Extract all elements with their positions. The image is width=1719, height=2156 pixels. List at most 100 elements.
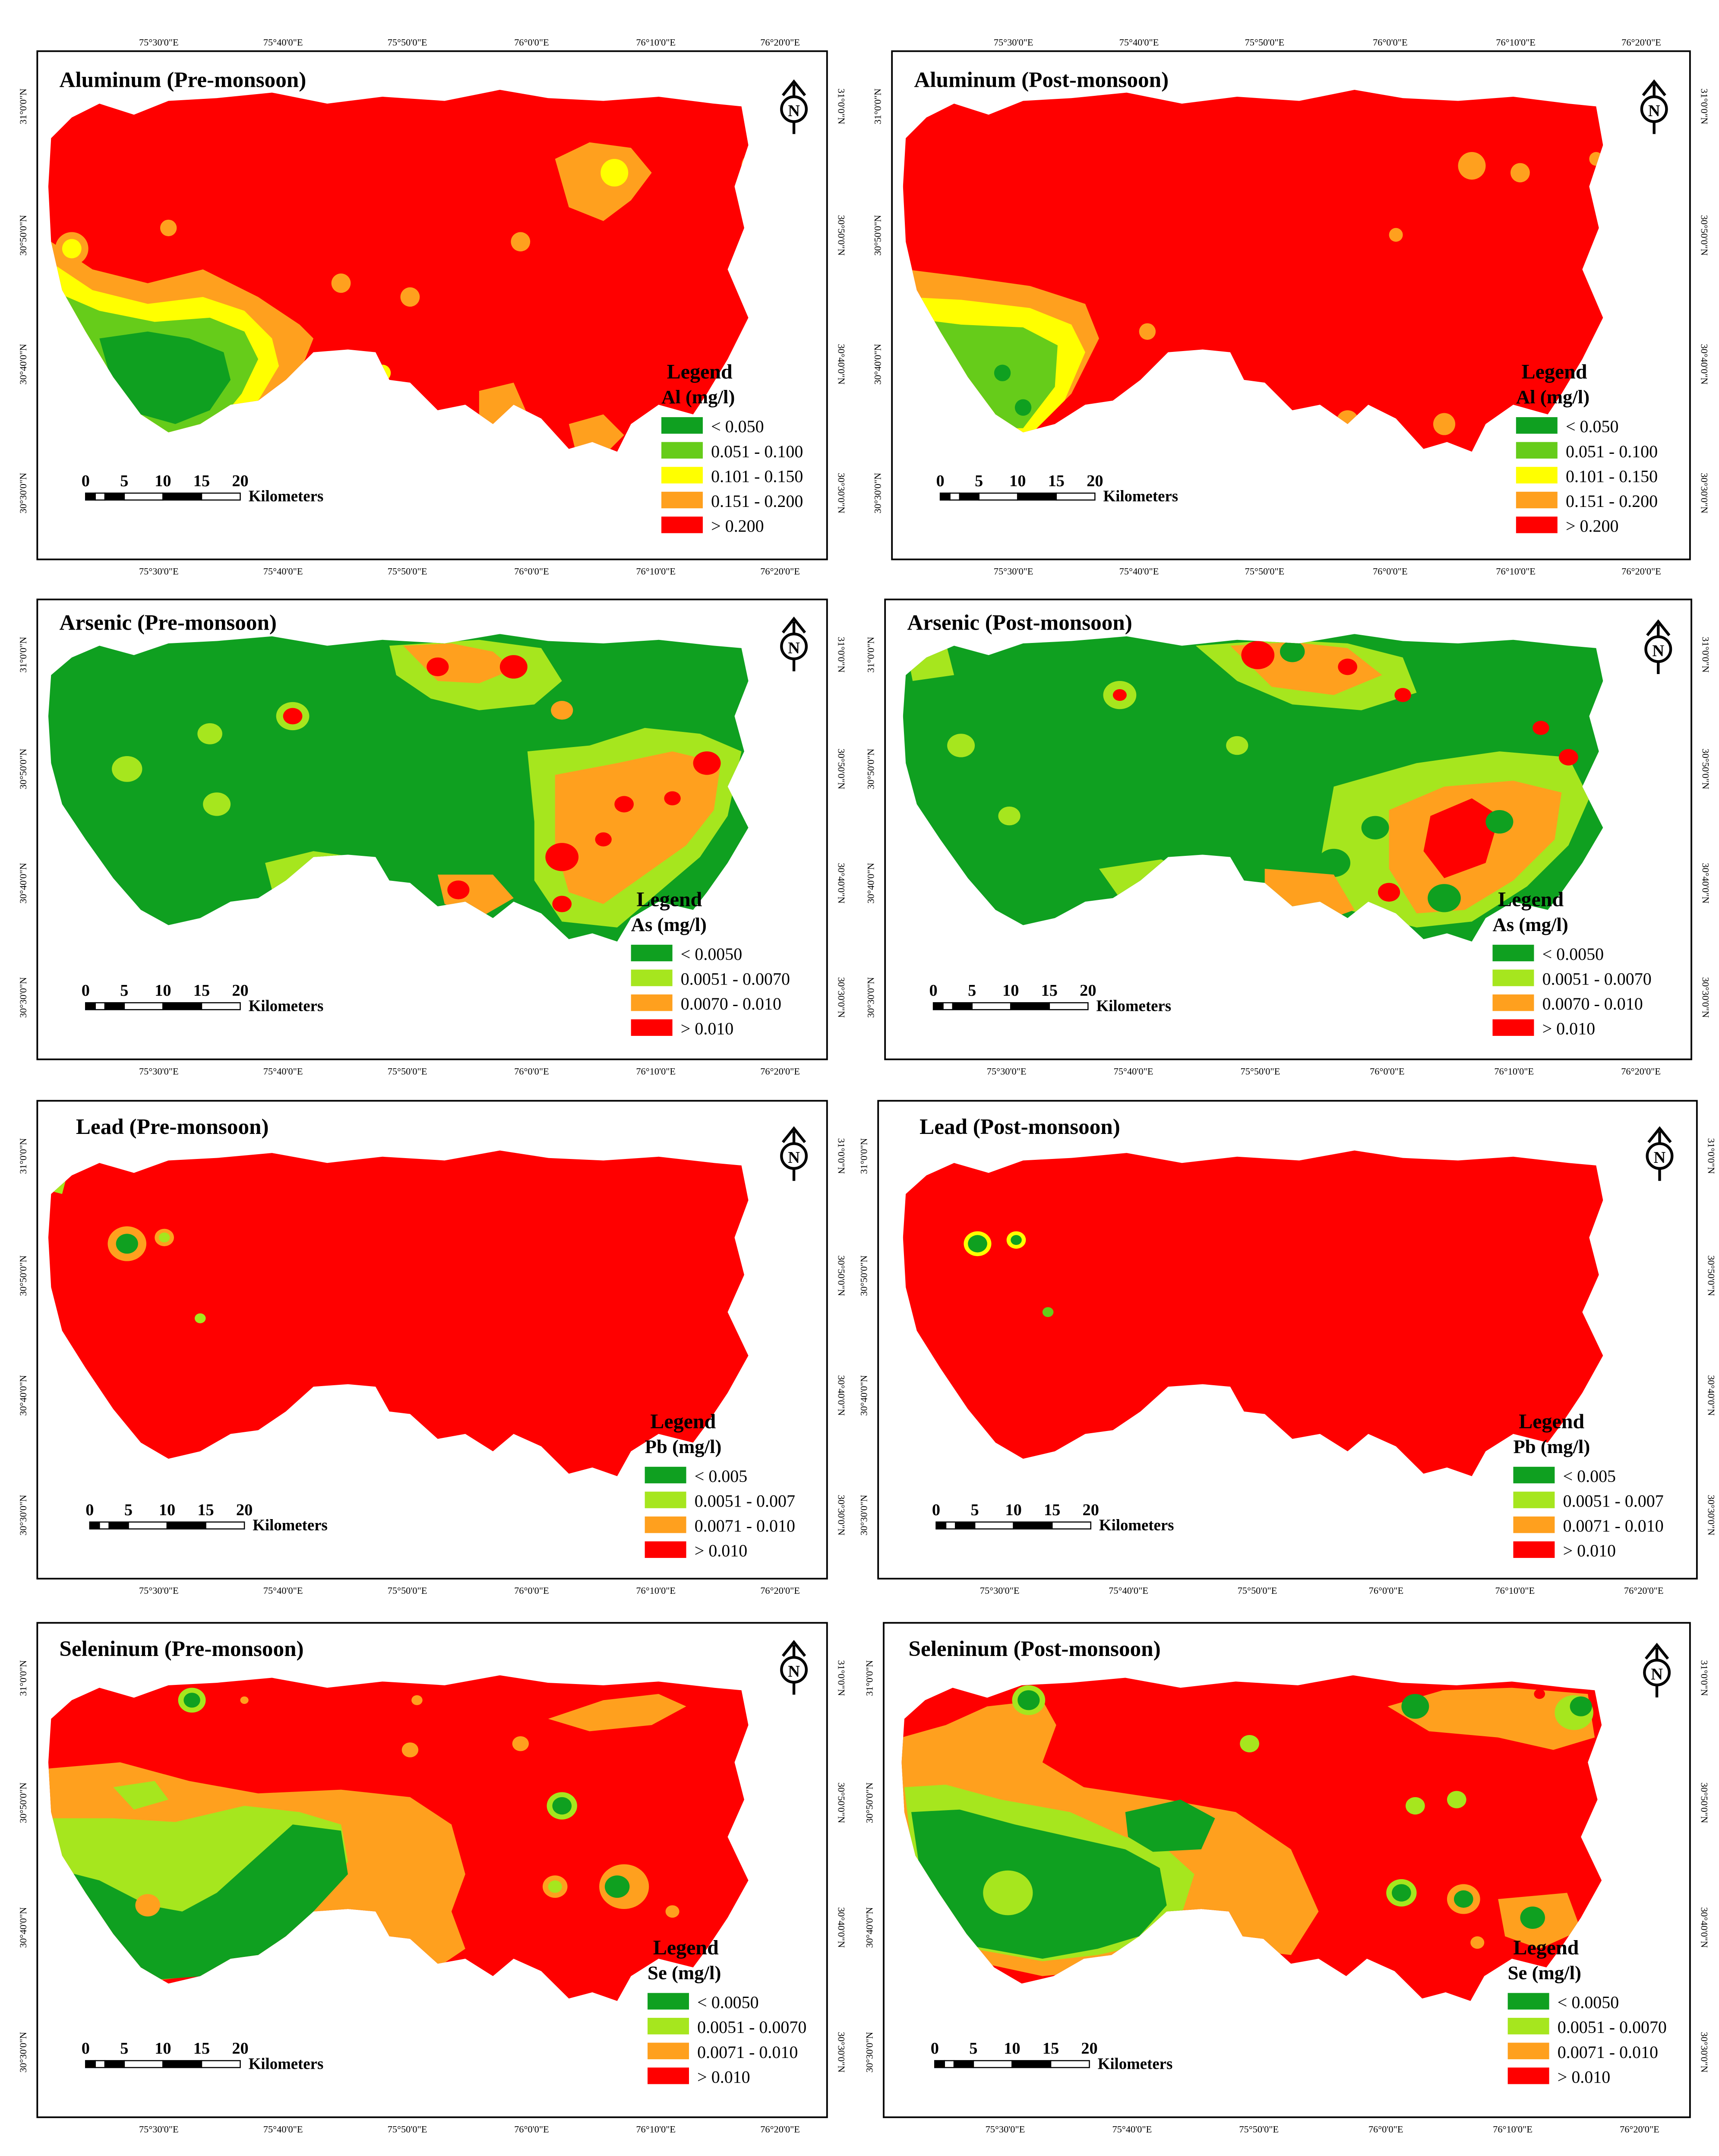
scale-tick-label: 20 <box>232 472 248 490</box>
scale-tick-label: 10 <box>1002 981 1019 1000</box>
hotspot <box>447 880 470 899</box>
hotspot <box>160 219 177 237</box>
lat-ticks-right: 31°0'0"N 30°50'0"N 30°40'0"N 30°30'0"N <box>1699 1660 1710 2073</box>
hotspot <box>1534 1689 1545 1699</box>
legend-unit: As (mg/l) <box>631 914 707 935</box>
legend-swatch <box>631 944 673 962</box>
legend-swatch <box>1513 1541 1555 1558</box>
scale-segment <box>205 1521 245 1530</box>
north-arrow-icon: N <box>1643 1643 1671 1697</box>
legend-label: > 0.010 <box>1558 2067 1610 2086</box>
scale-unit: Kilometers <box>1096 997 1172 1014</box>
lat-ticks-left: 31°0'0"N 30°50'0"N 30°40'0"N 30°30'0"N <box>859 1138 869 1535</box>
legend-label: 0.0051 - 0.0070 <box>1558 2017 1667 2037</box>
legend-swatch <box>645 1516 686 1533</box>
scale-segment <box>1055 492 1096 501</box>
lon-tick-label: 76°0'0"E <box>514 566 549 577</box>
lon-tick-label: 75°40'0"E <box>263 37 303 48</box>
hotspot <box>947 734 975 757</box>
hotspot <box>1017 1690 1040 1710</box>
lat-tick-label: 31°0'0"N <box>18 1660 28 1696</box>
hotspot <box>135 1894 161 1917</box>
scale-tick-label: 0 <box>82 472 90 490</box>
zone-orange-ne <box>1387 1687 1595 1750</box>
lon-tick-label: 76°10'0"E <box>636 566 676 577</box>
lat-tick-label: 31°0'0"N <box>872 89 883 124</box>
lon-tick-label: 76°0'0"E <box>1370 1066 1405 1077</box>
lat-tick-label: 30°30'0"N <box>859 1495 869 1535</box>
scale-tick-label: 10 <box>1005 1501 1021 1519</box>
legend-label: 0.0071 - 0.010 <box>1558 2042 1658 2062</box>
lat-tick-label: 30°50'0"N <box>18 1782 28 1823</box>
legend-label: < 0.005 <box>695 1466 747 1486</box>
panel-title: Lead (Pre-monsoon) <box>76 1114 269 1139</box>
legend-label: 0.151 - 0.200 <box>711 491 803 511</box>
panel-title: Aluminum (Post-monsoon) <box>914 68 1169 92</box>
lon-tick-label: 76°0'0"E <box>514 1585 549 1596</box>
panel-as-pre: Legend As (mg/l) < 0.0050 0.0051 - 0.0070 0.… <box>18 598 847 1077</box>
scale-segment <box>949 492 961 501</box>
scale-segment <box>939 492 951 501</box>
lon-ticks-bottom: 75°30'0"E 75°40'0"E 75°50'0"E 76°0'0"E 76°10… <box>987 1066 1661 1077</box>
legend-swatch <box>631 1019 673 1036</box>
north-arrow-ring <box>1643 1659 1671 1687</box>
north-arrow-head <box>1644 1643 1669 1660</box>
legend-swatch <box>1507 2067 1549 2084</box>
hotspot <box>968 1235 987 1253</box>
north-arrow-icon: N <box>1640 79 1668 134</box>
hotspot <box>1014 399 1032 416</box>
hotspot <box>614 796 634 813</box>
scale-unit: Kilometers <box>1098 2055 1173 2072</box>
scale-tick-label: 5 <box>969 2039 977 2058</box>
lat-tick-label: 30°40'0"N <box>1706 1375 1716 1415</box>
lon-ticks-bottom: 75°30'0"E 75°40'0"E 75°50'0"E 76°0'0"E 76°10… <box>139 1066 800 1077</box>
legend-label: 0.101 - 0.150 <box>711 466 803 486</box>
north-arrow-icon: N <box>780 616 808 671</box>
legend-label: < 0.050 <box>711 417 764 436</box>
hotspot <box>1139 323 1156 340</box>
lat-tick-label: 30°40'0"N <box>866 863 876 903</box>
lon-tick-label: 75°30'0"E <box>139 37 179 48</box>
lat-tick-label: 30°30'0"N <box>18 473 28 513</box>
scale-segment <box>89 1521 100 1530</box>
legend-swatch <box>1492 994 1534 1011</box>
legend-swatch <box>1507 1993 1549 2010</box>
legend-unit: Se (mg/l) <box>648 1962 721 1983</box>
legend: Legend Se (mg/l) < 0.0050 0.0051 - 0.0070 0.… <box>1507 1936 1667 2086</box>
zone-dark-green <box>911 1809 1167 1959</box>
scale-tick-label: 10 <box>1004 2039 1020 2058</box>
north-arrow-ring <box>780 633 808 660</box>
legend-swatch <box>645 1466 686 1484</box>
legend-label: < 0.0050 <box>1558 1993 1619 2012</box>
lat-tick-label: 30°30'0"N <box>836 2032 847 2073</box>
north-arrow-icon: N <box>780 79 808 134</box>
legend: Legend Pb (mg/l) < 0.005 0.0051 - 0.007 0.00… <box>645 1410 795 1561</box>
scale-segment <box>1051 1521 1092 1530</box>
lat-tick-label: 30°50'0"N <box>836 215 847 256</box>
legend-title: Legend <box>1513 1936 1579 1959</box>
hotspot <box>548 1880 562 1893</box>
legend-label: > 0.010 <box>695 1541 747 1561</box>
north-arrow-ring <box>780 1142 808 1170</box>
north-arrow-icon: N <box>780 1126 808 1181</box>
scale-tick-label: 15 <box>193 2039 210 2058</box>
lat-tick-label: 30°50'0"N <box>859 1255 869 1296</box>
scale-tick-label: 15 <box>1043 2039 1059 2058</box>
lat-tick-label: 30°50'0"N <box>836 1255 847 1296</box>
lon-ticks-bottom: 75°30'0"E 75°40'0"E 75°50'0"E 76°0'0"E 76°10… <box>994 566 1661 577</box>
lat-tick-label: 30°30'0"N <box>18 2032 28 2073</box>
legend-label: 0.151 - 0.200 <box>1566 491 1658 511</box>
legend-swatch <box>1507 2018 1549 2035</box>
lat-tick-label: 30°30'0"N <box>1699 2032 1710 2073</box>
lon-tick-label: 76°0'0"E <box>1368 2124 1403 2134</box>
lat-ticks-left: 31°0'0"N 30°50'0"N 30°40'0"N 30°30'0"N <box>18 1660 28 2073</box>
scale-segment <box>201 1002 241 1010</box>
legend-swatch <box>661 491 703 509</box>
hotspot <box>400 287 420 307</box>
lon-tick-label: 75°30'0"E <box>139 566 179 577</box>
lat-tick-label: 31°0'0"N <box>1699 1660 1710 1696</box>
panel-as-post: Legend As (mg/l) < 0.0050 0.0051 - 0.0070 0.… <box>866 598 1711 1077</box>
lon-tick-label: 76°20'0"E <box>1621 37 1661 48</box>
lon-tick-label: 76°20'0"E <box>760 1585 800 1596</box>
